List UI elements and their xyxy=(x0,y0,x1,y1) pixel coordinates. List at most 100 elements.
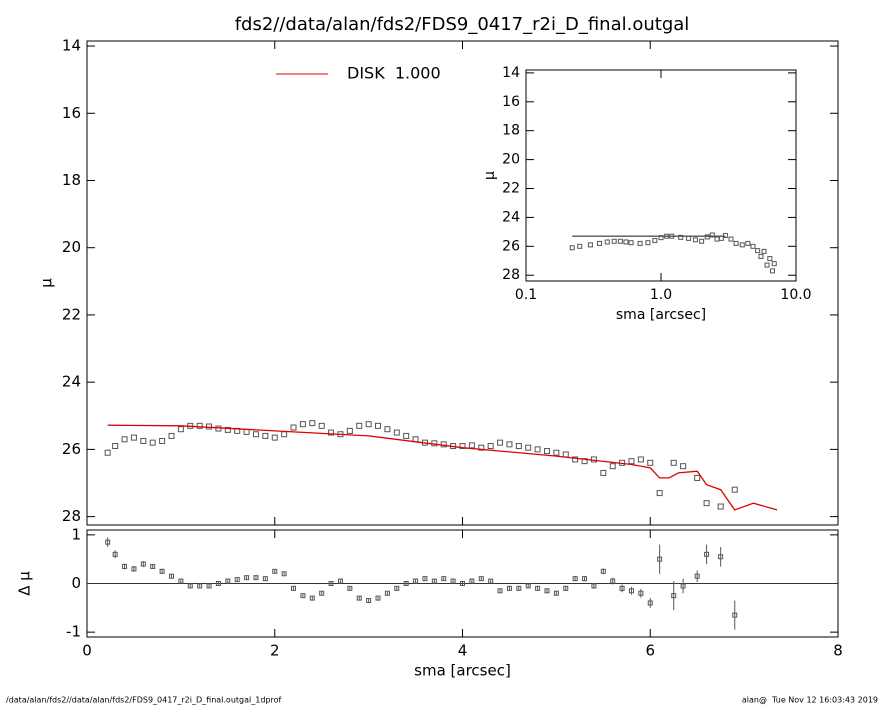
y-tick-label: 14 xyxy=(502,65,520,81)
data-point xyxy=(328,429,335,436)
data-point xyxy=(770,268,776,274)
residual-point xyxy=(272,568,278,574)
model-line xyxy=(107,424,778,511)
residual-point xyxy=(178,578,184,584)
y-tick-label: 16 xyxy=(62,104,81,122)
data-point xyxy=(206,423,213,430)
data-point xyxy=(309,420,316,427)
residual-point xyxy=(122,563,128,569)
residual-point xyxy=(422,576,428,582)
data-point xyxy=(525,444,532,451)
data-point xyxy=(299,421,306,428)
residual-point xyxy=(694,573,700,579)
residual-point xyxy=(488,578,494,584)
residual-point xyxy=(413,578,419,584)
residual-point xyxy=(600,568,606,574)
x-tick-label: 1.0 xyxy=(650,287,672,303)
data-point xyxy=(497,439,504,446)
data-point xyxy=(604,239,610,245)
residual-point xyxy=(150,563,156,569)
data-point xyxy=(739,242,745,248)
y-tick-label: 22 xyxy=(62,305,81,323)
residual-point xyxy=(131,566,137,572)
y-tick-label: 22 xyxy=(502,181,520,197)
legend-label: DISK 1.000 xyxy=(347,64,441,83)
residual-point xyxy=(610,578,616,584)
x-axis-label: sma [arcsec] xyxy=(414,662,511,680)
residual-point xyxy=(582,576,588,582)
data-point xyxy=(764,262,770,268)
residual-point xyxy=(563,585,569,591)
x-tick-label: 0 xyxy=(82,642,92,660)
data-point xyxy=(600,469,607,476)
data-point xyxy=(577,243,583,249)
plot-frame xyxy=(86,40,839,526)
data-point xyxy=(318,422,325,429)
data-point xyxy=(356,422,363,429)
data-point xyxy=(628,458,635,465)
data-point xyxy=(365,421,372,428)
y-tick-label: 20 xyxy=(502,152,520,168)
residual-point xyxy=(450,578,456,584)
data-point xyxy=(733,240,739,246)
residual-point xyxy=(105,539,111,545)
residual-point xyxy=(506,585,512,591)
y-tick-label: 18 xyxy=(502,123,520,139)
data-point xyxy=(243,428,250,435)
data-point xyxy=(609,463,616,470)
residual-point xyxy=(281,571,287,577)
data-point xyxy=(596,240,602,246)
data-point xyxy=(718,235,724,241)
data-point xyxy=(375,422,382,429)
residual-point xyxy=(671,593,677,599)
data-point xyxy=(543,448,550,455)
data-point xyxy=(281,431,288,438)
residual-point xyxy=(187,583,193,589)
residual-point xyxy=(206,583,212,589)
residual-point xyxy=(244,575,250,581)
data-point xyxy=(346,427,353,434)
data-point xyxy=(384,426,391,433)
data-point xyxy=(572,456,579,463)
y-tick-label: 26 xyxy=(502,238,520,254)
data-point xyxy=(767,256,773,262)
residual-point xyxy=(638,590,644,596)
chart-title: fds2//data/alan/fds2/FDS9_0417_r2i_D_fin… xyxy=(235,14,690,35)
data-point xyxy=(121,436,128,443)
residual-point xyxy=(544,588,550,594)
data-point xyxy=(196,422,203,429)
data-point xyxy=(709,232,715,238)
residual-point xyxy=(356,595,362,601)
residual-point xyxy=(718,554,724,560)
x-tick-label: 0.1 xyxy=(515,287,537,303)
data-point xyxy=(758,253,764,259)
data-point xyxy=(714,236,720,242)
residual-point xyxy=(525,583,531,589)
residual-point xyxy=(197,583,203,589)
residual-point xyxy=(347,585,353,591)
residual-point xyxy=(460,581,465,586)
residual-point xyxy=(591,583,597,589)
residual-point xyxy=(403,581,409,586)
y-tick-label: 26 xyxy=(62,440,81,458)
residual-point xyxy=(619,585,625,591)
data-point xyxy=(130,434,137,441)
y-tick-label: 28 xyxy=(62,507,81,525)
data-point xyxy=(252,431,259,438)
data-point xyxy=(478,444,485,451)
data-point xyxy=(487,443,494,450)
residual-point xyxy=(478,576,484,582)
residual-point xyxy=(366,598,372,604)
residual-point xyxy=(384,590,390,596)
data-point xyxy=(692,237,698,243)
data-point xyxy=(262,432,269,439)
data-point xyxy=(731,486,738,493)
data-point xyxy=(506,441,513,448)
residual-point xyxy=(680,583,686,589)
residual-point xyxy=(262,576,268,582)
residual-point xyxy=(168,573,174,579)
data-point xyxy=(168,432,175,439)
residual-point xyxy=(112,551,118,557)
y-tick-label: 20 xyxy=(62,238,81,256)
